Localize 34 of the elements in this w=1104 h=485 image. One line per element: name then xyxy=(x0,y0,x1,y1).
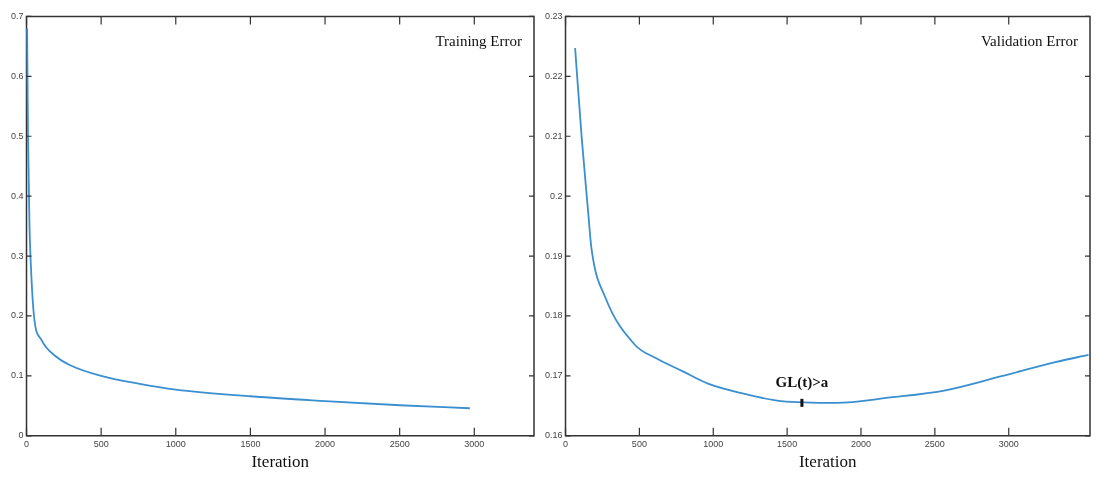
x-tick-label: 500 xyxy=(631,438,647,449)
annotation: GL(t)>a xyxy=(775,374,829,392)
y-tick-label: 0.23 xyxy=(544,10,563,21)
y-tick-label: 0.21 xyxy=(544,130,563,141)
y-tick-label: 0.5 xyxy=(11,130,24,141)
x-tick-label: 2500 xyxy=(924,438,945,449)
x-tick-label: 2000 xyxy=(315,438,336,449)
x-tick-label: 1000 xyxy=(165,438,186,449)
x-tick-label: 2500 xyxy=(389,438,410,449)
x-tick-label: 1500 xyxy=(240,438,261,449)
x-tick-label: 2000 xyxy=(850,438,872,449)
y-tick-label: 0.18 xyxy=(544,310,563,321)
y-tick-label: 0.22 xyxy=(544,70,563,81)
x-tick-label: 3000 xyxy=(464,438,485,449)
x-tick-label: 1500 xyxy=(777,438,798,449)
annotation: Validation Error xyxy=(980,32,1078,49)
x-tick-label: 1000 xyxy=(703,438,724,449)
x-tick-label: 3000 xyxy=(998,438,1019,449)
line-series xyxy=(574,47,1090,404)
annotation: Training Error xyxy=(435,32,522,49)
y-tick-label: 0.1 xyxy=(11,370,24,381)
y-tick-label: 0.3 xyxy=(11,250,24,261)
x-axis-title: Iteration xyxy=(251,452,310,472)
y-tick-label: 0.2 xyxy=(550,190,563,201)
x-axis-title: Iteration xyxy=(798,452,858,472)
y-tick-label: 0.7 xyxy=(11,10,24,21)
y-tick-label: 0.6 xyxy=(11,70,24,81)
y-tick-label: 0.19 xyxy=(544,250,563,261)
y-tick-label: 0.2 xyxy=(11,310,24,321)
x-tick-label: 500 xyxy=(93,438,109,449)
y-tick-label: 0.17 xyxy=(544,370,563,381)
y-tick-label: 0 xyxy=(18,430,24,441)
y-tick-label: 0.16 xyxy=(544,430,563,441)
y-tick-label: 0.4 xyxy=(11,190,24,201)
